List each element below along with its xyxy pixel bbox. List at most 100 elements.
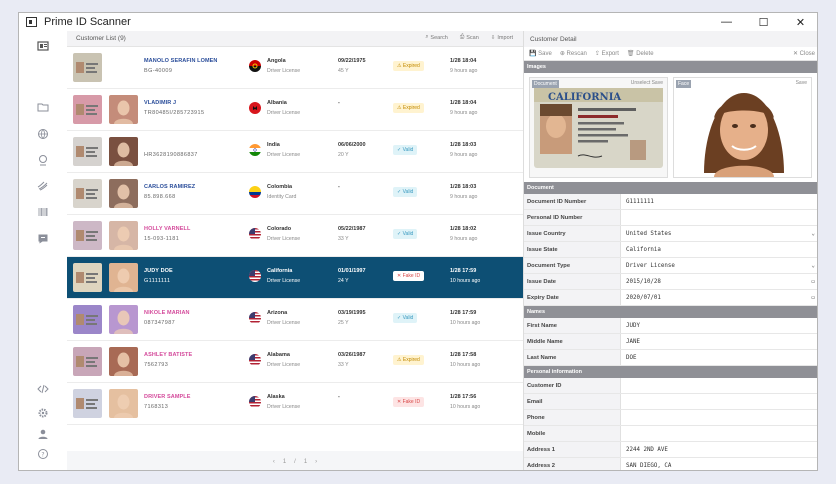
customer-name: CARLOS RAMIREZ <box>144 184 196 190</box>
date-of-birth: - <box>338 394 340 400</box>
close-detail-button[interactable]: ✕ Close <box>792 51 815 57</box>
document-type: Driver License <box>267 320 301 326</box>
usa-flag-icon <box>249 396 261 408</box>
field-label: Expiry Date <box>524 290 621 305</box>
age: 25 Y <box>338 320 349 326</box>
fingerprint-icon[interactable] <box>37 180 49 192</box>
document-thumbnail <box>73 305 102 334</box>
code-icon[interactable] <box>37 383 49 395</box>
customer-row[interactable]: JUDY DOE G1111111 California Driver License… <box>67 257 523 299</box>
field-input[interactable]: DOE <box>626 354 637 361</box>
document-section-header: Document <box>524 182 817 194</box>
status-badge: ✕ Fake ID <box>393 271 425 281</box>
prev-page-button[interactable]: ‹ <box>272 458 275 465</box>
field-label: First Name <box>524 318 621 333</box>
face-save-button[interactable]: Save <box>795 80 807 86</box>
import-icon: ⇩ <box>490 34 496 41</box>
customer-row[interactable]: MANOLO SERAFIN LOMEN BG-40009 Angola Driver… <box>67 47 523 89</box>
personal-fields: Customer ID Email Phone Mobile Address 1 2244… <box>524 378 817 470</box>
date-of-birth: 05/22/1987 <box>338 226 366 232</box>
face-image[interactable]: Face Save <box>673 77 812 178</box>
customer-row[interactable]: NIKOLE MARIAN 087347987 Arizona Driver Lice… <box>67 299 523 341</box>
field-input[interactable]: Driver License ⌄ <box>626 262 815 269</box>
scan-timestamp: 1/28 18:04 <box>450 58 477 64</box>
status-badge: ✕ Fake ID <box>393 397 425 407</box>
status-icon: ⚠ <box>397 105 402 111</box>
close-window-button[interactable]: ✕ <box>795 16 806 29</box>
field-input[interactable]: United States ⌄ <box>626 230 815 237</box>
customer-row[interactable]: DRIVER SAMPLE 7168313 Alaska Driver License… <box>67 383 523 425</box>
field-input[interactable]: G1111111 <box>626 198 654 205</box>
globe-icon[interactable] <box>37 128 49 140</box>
status-badge: ⚠ Expired <box>393 61 424 71</box>
customer-name: HOLLY VARNELL <box>144 226 191 232</box>
field-input[interactable]: JANE <box>626 338 640 345</box>
customer-row[interactable]: ASHLEY BATISTE 7562793 Alabama Driver Licen… <box>67 341 523 383</box>
field-input[interactable]: 2015/10/28 ▭ <box>626 278 815 285</box>
rescan-button[interactable]: ⊕ Rescan <box>559 51 587 57</box>
next-page-button[interactable]: › <box>315 458 318 465</box>
minimize-button[interactable]: — <box>721 16 732 28</box>
customer-row[interactable]: VLADIMIR J TR80485I/285723915 Albania Drive… <box>67 89 523 131</box>
field-input[interactable] <box>621 210 817 225</box>
field-input[interactable] <box>621 378 817 393</box>
field-label: Address 1 <box>524 442 621 457</box>
field-label: Address 2 <box>524 458 621 470</box>
scan-button[interactable]: ⎙ Scan <box>459 34 479 41</box>
field-input[interactable] <box>621 426 817 441</box>
document-image-actions[interactable]: Unselect Save <box>630 80 663 86</box>
customer-name: MANOLO SERAFIN LOMEN <box>144 58 218 64</box>
status-badge: ✓ Valid <box>393 145 418 155</box>
field-input[interactable] <box>621 394 817 409</box>
user-icon[interactable] <box>37 428 49 440</box>
document-fields: Document ID Number G1111111 Personal ID Nu… <box>524 194 817 306</box>
customer-row[interactable]: HOLLY VARNELL 15-093-1181 Colorado Driver L… <box>67 215 523 257</box>
date-of-birth: 06/06/2000 <box>338 142 366 148</box>
document-number: G1111111 <box>144 278 171 284</box>
document-thumbnail <box>73 347 102 376</box>
export-button[interactable]: ⇪ Export <box>594 51 619 57</box>
scan-icon: ⎙ <box>459 34 465 40</box>
delete-button[interactable]: 🗑 Delete <box>626 51 654 57</box>
settings-gear-icon[interactable] <box>37 407 49 419</box>
field-row: Issue State California <box>524 242 817 258</box>
scan-relative-time: 10 hours ago <box>450 320 481 326</box>
albania-flag-icon <box>249 102 261 114</box>
barcode-icon[interactable] <box>37 206 49 218</box>
customer-row[interactable]: CARLOS RAMIREZ 85.898.668 Colombia Identity… <box>67 173 523 215</box>
field-input[interactable]: JUDY <box>626 322 640 329</box>
status-icon: ✓ <box>397 147 402 153</box>
maximize-button[interactable]: ☐ <box>758 16 769 29</box>
document-type: Identity Card <box>267 194 297 200</box>
scanner-icon[interactable] <box>37 40 49 52</box>
field-label: Document ID Number <box>524 194 621 209</box>
customer-row[interactable]: HR3628190886837 India Driver License 06/06/… <box>67 131 523 173</box>
document-front-image[interactable]: CALIFORNIA Document Unselect Save <box>529 77 668 178</box>
scan-timestamp: 1/28 17:56 <box>450 394 477 400</box>
save-button[interactable]: 💾 Save <box>529 51 552 57</box>
field-input[interactable] <box>621 410 817 425</box>
issuer-region: Alaska <box>267 394 285 400</box>
search-button[interactable]: ⌕ Search <box>425 34 448 41</box>
face-id-icon[interactable] <box>37 154 49 166</box>
document-type: Driver License <box>267 404 301 410</box>
chevron-down-icon[interactable]: ⌄ <box>811 262 815 269</box>
field-input[interactable]: 2244 2ND AVE <box>626 446 668 453</box>
field-input[interactable]: California <box>626 246 661 253</box>
field-input[interactable]: 2020/07/01 ▭ <box>626 294 815 301</box>
calendar-icon[interactable]: ▭ <box>811 294 815 301</box>
age: 45 Y <box>338 68 349 74</box>
current-page: 1 <box>282 458 287 465</box>
calendar-icon[interactable]: ▭ <box>811 278 815 285</box>
chat-icon[interactable] <box>37 233 49 245</box>
field-label: Customer ID <box>524 378 621 393</box>
field-input[interactable]: SAN DIEGO, CA <box>626 462 672 469</box>
issuer-region: Alabama <box>267 352 290 358</box>
import-button[interactable]: ⇩ Import <box>490 34 513 41</box>
chevron-down-icon[interactable]: ⌄ <box>811 230 815 237</box>
field-row: First Name JUDY <box>524 318 817 334</box>
scan-relative-time: 9 hours ago <box>450 68 478 74</box>
status-icon: ✕ <box>397 273 402 279</box>
folder-icon[interactable] <box>37 101 49 113</box>
help-icon[interactable]: ? <box>37 448 49 460</box>
